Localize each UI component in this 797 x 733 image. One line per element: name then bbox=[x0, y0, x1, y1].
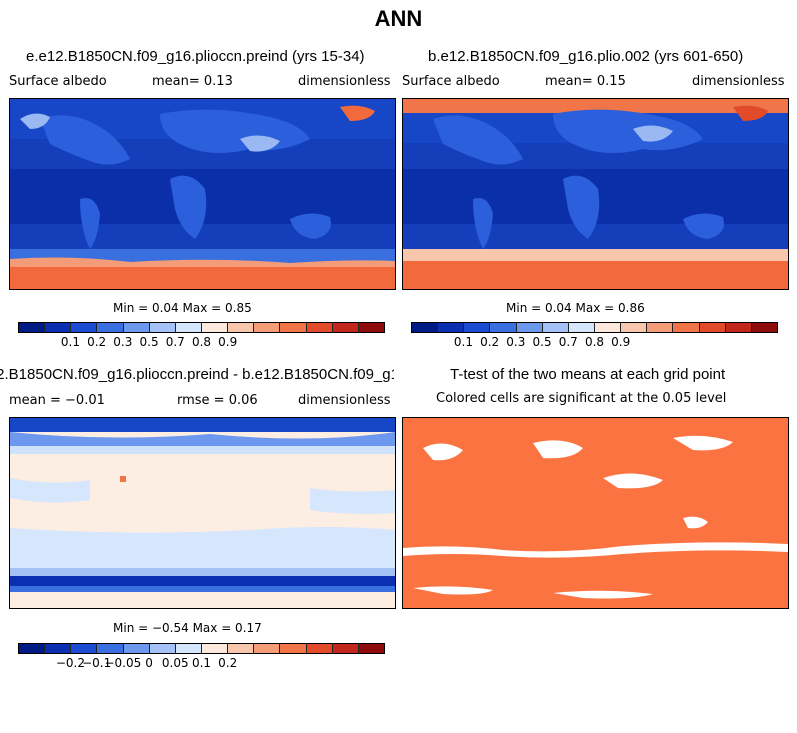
panel4-map bbox=[402, 417, 789, 609]
panel1-colorbar-tick: 0.1 bbox=[60, 335, 80, 349]
panel3-colorbar-tick: 0.05 bbox=[161, 656, 189, 670]
panel3-colorbar-swatch-2 bbox=[71, 644, 98, 653]
panel4-map-svg bbox=[403, 418, 788, 608]
panel1-colorbar-swatch-7 bbox=[201, 323, 229, 332]
panel1-map bbox=[9, 98, 396, 290]
panel3-colorbar-swatch-7 bbox=[201, 644, 229, 653]
panel3-colorbar-swatch-10 bbox=[280, 644, 307, 653]
panel2-colorbar-swatch-8 bbox=[621, 323, 648, 332]
panel1-minmax: Min = 0.04 Max = 0.85 bbox=[113, 301, 252, 315]
panel3-colorbar-swatch-11 bbox=[306, 644, 333, 653]
panel2-colorbar-swatch-11 bbox=[699, 323, 726, 332]
panel3-colorbar-swatch-12 bbox=[332, 644, 359, 653]
panel2-colorbar-swatch-2 bbox=[464, 323, 491, 332]
panel1-colorbar-tick: 0.7 bbox=[165, 335, 185, 349]
panel1-colorbar-swatch-1 bbox=[45, 323, 72, 332]
panel2-colorbar-tick: 0.3 bbox=[506, 335, 526, 349]
panel1-title: e.e12.B1850CN.f09_g16.plioccn.preind (yr… bbox=[26, 48, 365, 65]
panel3-title-clip: e.e12.B1850CN.f09_g16.plioccn.preind - b… bbox=[0, 366, 394, 388]
panel3-rmse: rmse = 0.06 bbox=[177, 393, 258, 408]
panel1-colorbar-swatches bbox=[18, 322, 385, 333]
panel1-colorbar-swatch-13 bbox=[358, 323, 384, 332]
panel3-minmax: Min = −0.54 Max = 0.17 bbox=[113, 621, 262, 635]
panel3-map bbox=[9, 417, 396, 609]
panel1-colorbar-swatch-3 bbox=[97, 323, 124, 332]
panel2-variable: Surface albedo bbox=[402, 74, 500, 89]
panel1-colorbar-swatch-6 bbox=[175, 323, 202, 332]
panel1-colorbar-tick: 0.8 bbox=[191, 335, 212, 349]
panel1-colorbar-swatch-5 bbox=[149, 323, 176, 332]
panel3-colorbar-tick: 0 bbox=[145, 656, 153, 670]
panel2-colorbar-swatch-10 bbox=[673, 323, 700, 332]
panel3-colorbar-tick: −0.2 bbox=[55, 656, 85, 670]
panel1-colorbar: 0.1 0.2 0.3 0.5 0.7 0.8 0.9 bbox=[18, 322, 385, 349]
panel2-colorbar-swatch-6 bbox=[568, 323, 595, 332]
panel2-colorbar-swatch-9 bbox=[647, 323, 674, 332]
panel2-map-svg bbox=[403, 99, 788, 289]
panel2-colorbar-swatch-12 bbox=[725, 323, 752, 332]
panel2-colorbar-swatch-7 bbox=[594, 323, 622, 332]
panel3-colorbar-swatch-1 bbox=[45, 644, 72, 653]
panel3-colorbar-tick: −0.05 bbox=[104, 656, 142, 670]
panel2-colorbar-tick: 0.1 bbox=[453, 335, 473, 349]
panel3-colorbar-swatch-0 bbox=[19, 644, 46, 653]
panel1-colorbar-swatch-0 bbox=[19, 323, 46, 332]
panel3-colorbar-swatch-4 bbox=[123, 644, 150, 653]
panel3-colorbar-swatches bbox=[18, 643, 385, 654]
panel2-map bbox=[402, 98, 789, 290]
panel3-mean: mean = −0.01 bbox=[9, 393, 105, 408]
panel1-colorbar-swatch-10 bbox=[280, 323, 307, 332]
panel2-units: dimensionless bbox=[692, 74, 785, 89]
panel2-colorbar-swatches bbox=[411, 322, 778, 333]
panel2-colorbar-swatch-1 bbox=[438, 323, 465, 332]
panel2-colorbar-swatch-0 bbox=[412, 323, 439, 332]
panel3-colorbar-swatch-9 bbox=[254, 644, 281, 653]
panel2-colorbar-swatch-4 bbox=[516, 323, 543, 332]
panel2-colorbar-swatch-13 bbox=[751, 323, 777, 332]
panel3-title: e.e12.B1850CN.f09_g16.plioccn.preind - b… bbox=[0, 366, 394, 383]
panel1-mean: mean= 0.13 bbox=[152, 74, 233, 89]
panel4-subtitle: Colored cells are significant at the 0.0… bbox=[436, 391, 727, 406]
panel1-colorbar-tick: 0.5 bbox=[139, 335, 159, 349]
panel3-colorbar-swatch-13 bbox=[358, 644, 384, 653]
panel1-colorbar-swatch-4 bbox=[123, 323, 150, 332]
panel3-colorbar: −0.2 −0.1 −0.05 0 0.05 0.1 0.2 bbox=[18, 643, 385, 670]
panel1-colorbar-swatch-8 bbox=[228, 323, 255, 332]
panel2-mean: mean= 0.15 bbox=[545, 74, 626, 89]
panel3-colorbar-tick: 0.1 bbox=[191, 656, 212, 670]
panel1-colorbar-swatch-11 bbox=[306, 323, 333, 332]
panel3-map-svg bbox=[10, 418, 395, 608]
panel1-colorbar-tick: 0.9 bbox=[218, 335, 238, 349]
panel2-colorbar-tick: 0.8 bbox=[584, 335, 605, 349]
panel2-colorbar-tick: 0.5 bbox=[532, 335, 552, 349]
panel2-colorbar-swatch-3 bbox=[490, 323, 517, 332]
panel3-colorbar-swatch-6 bbox=[175, 644, 202, 653]
panel3-colorbar-tick: 0.2 bbox=[218, 656, 238, 670]
panel2-colorbar: 0.1 0.2 0.3 0.5 0.7 0.8 0.9 bbox=[411, 322, 778, 349]
panel2-colorbar-swatch-5 bbox=[542, 323, 569, 332]
panel2-colorbar-tick: 0.9 bbox=[611, 335, 631, 349]
panel3-units: dimensionless bbox=[298, 393, 391, 408]
panel2-colorbar-tick: 0.2 bbox=[480, 335, 500, 349]
panel1-colorbar-swatch-9 bbox=[254, 323, 281, 332]
panel1-colorbar-tick: 0.2 bbox=[87, 335, 107, 349]
panel2-minmax: Min = 0.04 Max = 0.86 bbox=[506, 301, 645, 315]
panel1-colorbar-swatch-12 bbox=[332, 323, 359, 332]
main-title: ANN bbox=[374, 6, 423, 31]
panel1-colorbar-tick: 0.3 bbox=[113, 335, 133, 349]
panel2-colorbar-tick: 0.7 bbox=[558, 335, 578, 349]
panel1-units: dimensionless bbox=[298, 74, 391, 89]
panel4-title: T-test of the two means at each grid poi… bbox=[450, 366, 726, 383]
panel3-colorbar-swatch-8 bbox=[228, 644, 255, 653]
panel1-variable: Surface albedo bbox=[9, 74, 107, 89]
panel1-map-svg bbox=[10, 99, 395, 289]
panel3-colorbar-tick: −0.1 bbox=[82, 656, 112, 670]
panel3-colorbar-swatch-3 bbox=[97, 644, 124, 653]
panel1-colorbar-swatch-2 bbox=[71, 323, 98, 332]
panel3-colorbar-swatch-5 bbox=[149, 644, 176, 653]
panel2-title: b.e12.B1850CN.f09_g16.plio.002 (yrs 601-… bbox=[428, 48, 744, 65]
